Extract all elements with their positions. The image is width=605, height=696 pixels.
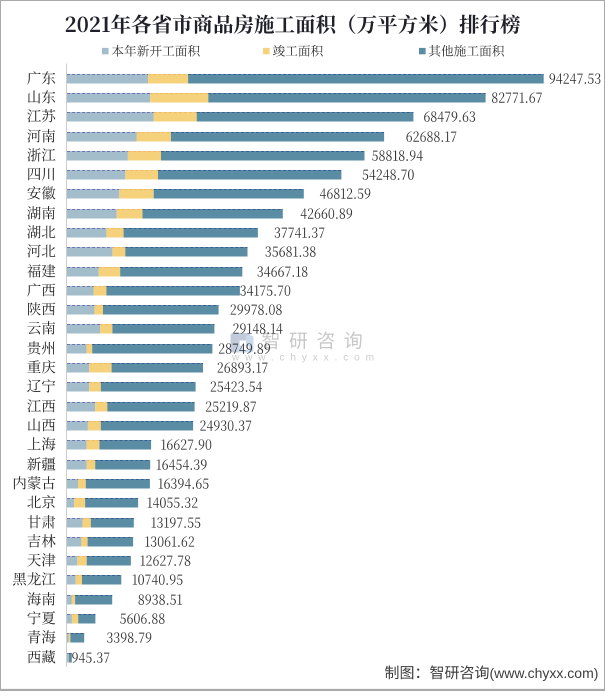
svg-text:(www.chyxx.com): (www.chyxx.com) [490, 665, 599, 681]
svg-text:www.chyxx.com: www.chyxx.com [231, 353, 380, 364]
